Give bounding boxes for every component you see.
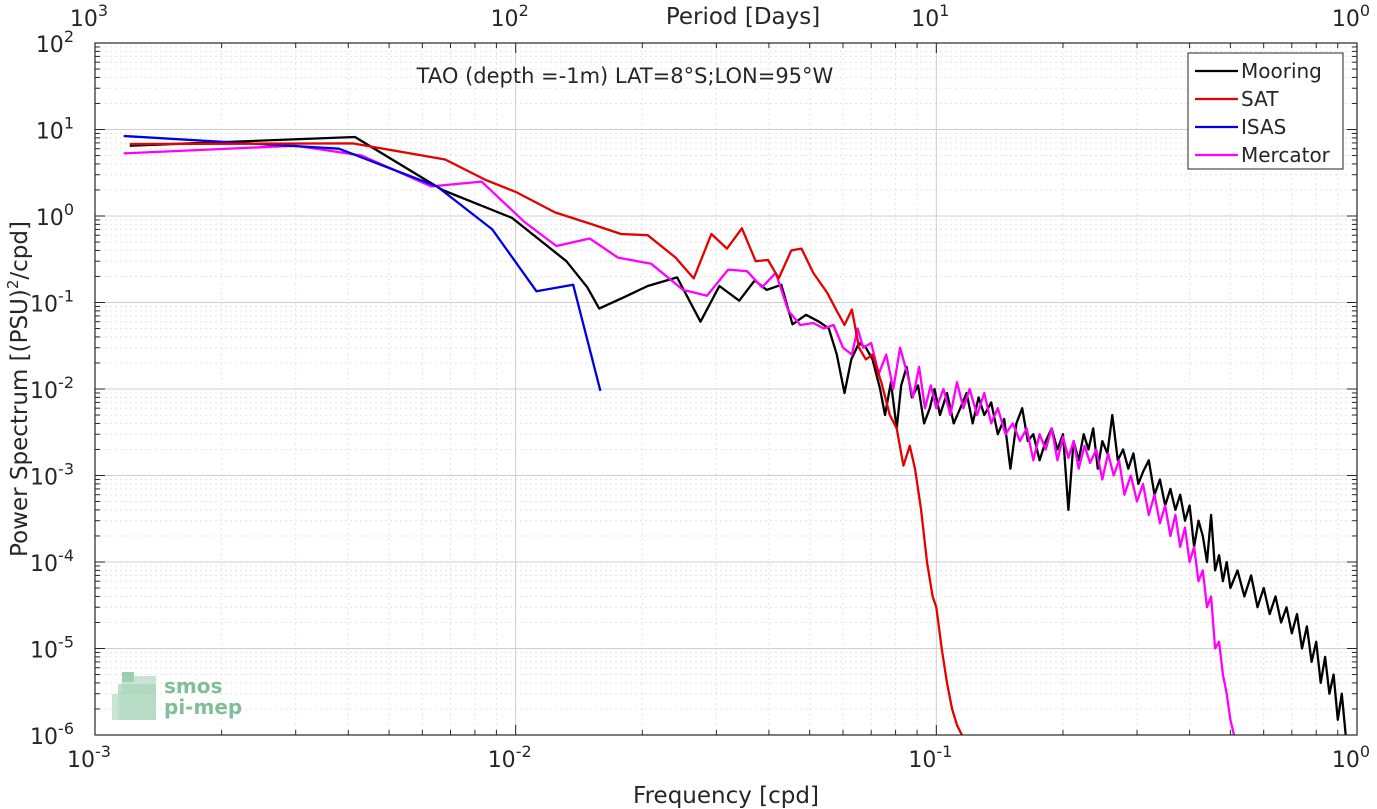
smos-logo-icon xyxy=(112,672,156,720)
top-tick-label: 103 xyxy=(70,1,108,32)
series-line-sat xyxy=(129,142,963,735)
legend-label-mercator: Mercator xyxy=(1241,143,1331,167)
top-tick-label: 102 xyxy=(491,1,529,32)
top-tick-label: 101 xyxy=(911,1,949,32)
y-axis-label-main: Power Spectrum [(PSU) xyxy=(7,289,33,557)
series-line-mercator xyxy=(123,144,1236,735)
x-tick-labels: 10-3 10-2 10-1 100 xyxy=(67,742,1370,773)
y-tick-labels: 102 101 100 10-1 10-2 10-3 10-4 10-5 10-6 xyxy=(30,27,74,750)
x-tick-label: 100 xyxy=(1332,742,1370,773)
logo-line1: smos xyxy=(164,674,222,698)
y-tick-label: 102 xyxy=(36,27,74,58)
y-tick-label: 10-3 xyxy=(30,460,74,491)
x-tick-label: 10-2 xyxy=(488,742,532,773)
y-tick-label: 10-6 xyxy=(30,719,74,750)
y-tick-label: 101 xyxy=(36,114,74,145)
top-tick-label: 100 xyxy=(1332,1,1370,32)
logo-line2: pi-mep xyxy=(164,695,242,719)
plot-lines xyxy=(123,134,1347,735)
y-tick-label: 10-1 xyxy=(30,287,74,318)
chart-title: TAO (depth =-1m) LAT=8°S;LON=95°W xyxy=(416,64,834,88)
legend-label-sat: SAT xyxy=(1241,87,1279,111)
y-tick-label: 10-5 xyxy=(30,633,74,664)
x-tick-label: 10-1 xyxy=(908,742,952,773)
y-tick-label: 10-4 xyxy=(30,546,74,577)
legend: Mooring SAT ISAS Mercator xyxy=(1187,52,1344,170)
y-tick-label: 100 xyxy=(36,200,74,231)
y-tick-label: 10-2 xyxy=(30,373,74,404)
top-axis-label: Period [Days] xyxy=(666,4,820,30)
legend-box xyxy=(1187,52,1344,170)
y-axis-label-end: /cpd] xyxy=(7,221,33,280)
legend-label-isas: ISAS xyxy=(1241,115,1286,139)
y-axis-label: Power Spectrum [(PSU)2/cpd] xyxy=(4,221,33,557)
legend-label-mooring: Mooring xyxy=(1241,59,1322,83)
y-axis-label-superscript: 2 xyxy=(4,280,22,290)
series-line-isas xyxy=(123,134,602,392)
x-tick-label: 10-3 xyxy=(67,742,111,773)
series-line-mooring xyxy=(129,135,1347,735)
tick-marks xyxy=(94,43,1357,736)
x-axis-label: Frequency [cpd] xyxy=(633,783,819,809)
top-tick-labels: 103 102 101 100 xyxy=(70,1,1370,32)
smos-pi-mep-logo: smos pi-mep xyxy=(112,672,242,720)
